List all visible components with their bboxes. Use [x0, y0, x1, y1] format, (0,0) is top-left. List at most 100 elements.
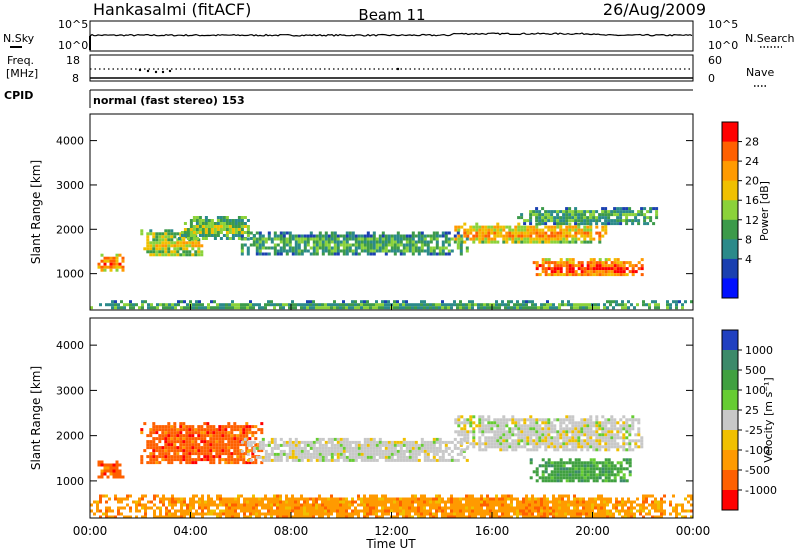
heatmap-cell — [481, 421, 485, 425]
heatmap-cell — [248, 431, 252, 435]
heatmap-cell — [188, 244, 192, 248]
heatmap-cell — [411, 306, 414, 310]
heatmap-cell — [628, 207, 632, 211]
heatmap-cell — [420, 303, 423, 307]
heatmap-cell — [203, 434, 207, 438]
heatmap-cell — [484, 427, 488, 431]
heatmap-cell — [591, 497, 594, 501]
heatmap-cell — [468, 497, 471, 501]
heatmap-cell — [429, 512, 432, 516]
heatmap-cell — [246, 237, 250, 241]
heatmap-cell — [564, 506, 567, 510]
heatmap-cell — [294, 500, 297, 504]
heatmap-cell — [239, 443, 243, 447]
heatmap-cell — [523, 225, 527, 229]
heatmap-cell — [651, 300, 654, 304]
heatmap-cell — [282, 246, 286, 250]
heatmap-cell — [291, 303, 294, 307]
heatmap-cell — [291, 497, 294, 501]
heatmap-cell — [672, 509, 675, 513]
heatmap-cell — [544, 439, 548, 443]
heatmap-cell — [96, 500, 99, 504]
heatmap-cell — [438, 306, 441, 310]
heatmap-cell — [93, 500, 96, 504]
heatmap-cell — [547, 418, 551, 422]
heatmap-cell — [135, 500, 138, 504]
heatmap-cell — [237, 216, 241, 219]
heatmap-cell — [158, 452, 162, 456]
heatmap-cell — [481, 234, 485, 238]
heatmap-cell — [381, 246, 385, 250]
heatmap-cell — [556, 240, 560, 244]
heatmap-cell — [561, 512, 564, 516]
heatmap-cell — [432, 246, 436, 250]
heatmap-cell — [604, 458, 608, 462]
heatmap-cell — [547, 430, 551, 434]
heatmap-cell — [480, 494, 483, 498]
heatmap-cell — [161, 232, 165, 236]
heatmap-cell — [610, 424, 614, 428]
heatmap-cell — [156, 506, 159, 510]
heatmap-cell — [453, 509, 456, 513]
heatmap-cell — [215, 428, 219, 432]
heatmap-cell — [399, 500, 402, 504]
heatmap-cell — [182, 440, 186, 444]
heatmap-cell — [210, 234, 214, 237]
heatmap-cell — [234, 231, 238, 234]
heatmap-cell — [210, 509, 213, 513]
heatmap-cell — [396, 452, 400, 456]
heatmap-cell — [399, 306, 402, 310]
heatmap-cell — [480, 509, 483, 513]
heatmap-cell — [384, 440, 388, 444]
heatmap-cell — [535, 436, 539, 440]
power-y-label: Slant Range [km] — [29, 160, 43, 264]
heatmap-cell — [240, 222, 244, 225]
heatmap-cell — [502, 430, 506, 434]
heatmap-cell — [321, 446, 325, 450]
heatmap-cell — [255, 455, 259, 459]
heatmap-cell — [532, 237, 536, 241]
heatmap-cell — [537, 497, 540, 501]
heatmap-cell — [447, 452, 451, 456]
heatmap-cell — [463, 222, 467, 226]
heatmap-cell — [486, 306, 489, 310]
heatmap-cell — [345, 246, 349, 250]
heatmap-cell — [481, 228, 485, 232]
heatmap-cell — [327, 234, 331, 238]
heatmap-cell — [164, 449, 168, 453]
heatmap-cell — [270, 300, 273, 304]
heatmap-cell — [120, 497, 123, 501]
heatmap-cell — [194, 446, 198, 450]
heatmap-cell — [450, 455, 454, 459]
heatmap-cell — [297, 246, 301, 250]
heatmap-cell — [450, 237, 454, 241]
heatmap-cell — [112, 475, 116, 479]
heatmap-cell — [336, 249, 340, 253]
heatmap-cell — [595, 424, 599, 428]
heatmap-cell — [194, 428, 198, 432]
heatmap-cell — [339, 515, 342, 519]
heatmap-cell — [188, 425, 192, 429]
heatmap-cell — [592, 439, 596, 443]
heatmap-cell — [231, 219, 235, 222]
heatmap-cell — [447, 446, 451, 450]
heatmap-cell — [273, 306, 276, 310]
heatmap-cell — [538, 442, 542, 446]
heatmap-cell — [504, 509, 507, 513]
heatmap-cell — [236, 425, 240, 429]
heatmap-cell — [457, 421, 461, 425]
heatmap-cell — [610, 473, 614, 477]
heatmap-cell — [369, 503, 372, 507]
heatmap-cell — [384, 249, 388, 253]
heatmap-cell — [444, 443, 448, 447]
heatmap-cell — [179, 434, 183, 438]
heatmap-cell — [198, 500, 201, 504]
heatmap-cell — [441, 497, 444, 501]
heatmap-cell — [173, 458, 177, 462]
heatmap-cell — [550, 464, 554, 468]
heatmap-cell — [243, 225, 247, 228]
heatmap-cell — [273, 303, 276, 307]
heatmap-cell — [318, 506, 321, 510]
heatmap-cell — [426, 452, 430, 456]
heatmap-cell — [179, 461, 183, 465]
